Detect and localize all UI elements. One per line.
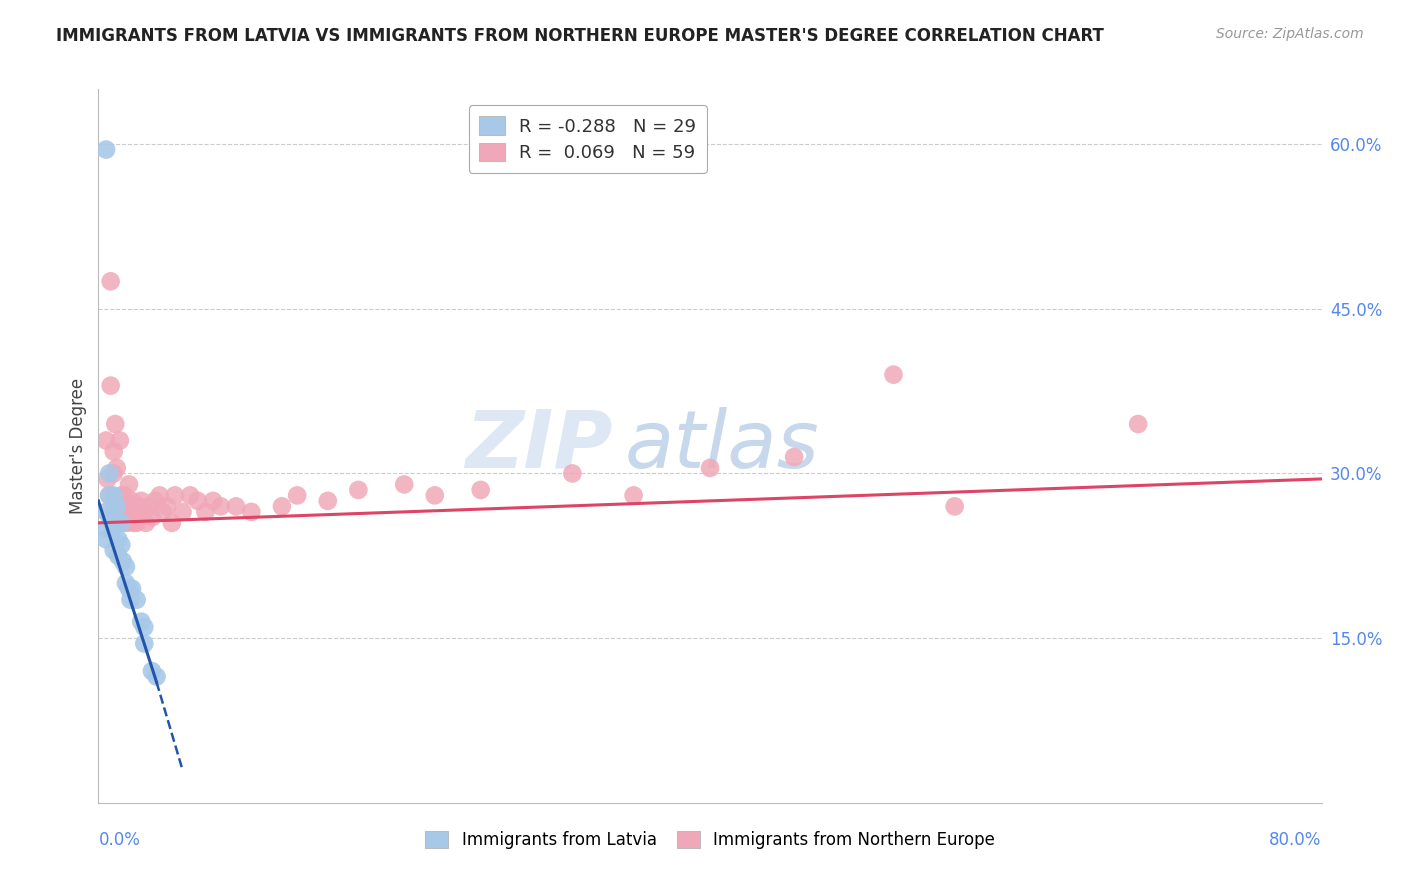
Point [121,582,143,596]
Point [118,477,141,491]
Point [125,516,148,530]
Point [107,500,129,514]
Point [145,669,167,683]
Text: 0.0%: 0.0% [98,831,141,849]
Point [98,488,121,502]
Point [127,500,149,514]
Point [103,467,125,481]
Point [112,488,135,502]
Point [94,143,117,157]
Point [172,505,194,519]
Point [118,505,141,519]
Point [179,488,201,502]
Point [104,417,127,431]
Point [110,488,132,502]
Point [98,467,121,481]
Point [120,592,142,607]
Point [347,483,370,497]
Text: ZIP: ZIP [465,407,612,485]
Point [699,461,721,475]
Text: Source: ZipAtlas.com: Source: ZipAtlas.com [1216,27,1364,41]
Legend: Immigrants from Latvia, Immigrants from Northern Europe: Immigrants from Latvia, Immigrants from … [415,821,1005,859]
Point [783,450,806,464]
Point [118,582,141,596]
Point [103,505,125,519]
Point [129,615,152,629]
Point [194,505,217,519]
Point [129,494,152,508]
Point [115,505,138,519]
Point [202,494,225,508]
Point [98,488,121,502]
Point [134,637,156,651]
Point [94,533,117,547]
Point [105,500,128,514]
Point [100,378,122,392]
Point [943,500,966,514]
Point [270,500,292,514]
Point [152,505,174,519]
Point [883,368,905,382]
Point [156,500,179,514]
Point [138,500,160,514]
Point [141,664,163,678]
Point [125,592,148,607]
Text: 80.0%: 80.0% [1270,831,1322,849]
Point [103,444,125,458]
Point [111,554,134,568]
Point [110,505,132,519]
Point [143,494,166,508]
Point [108,434,131,448]
Point [423,488,446,502]
Point [1128,417,1150,431]
Point [105,461,128,475]
Point [111,516,134,530]
Point [107,533,129,547]
Point [110,516,132,530]
Point [285,488,308,502]
Text: atlas: atlas [624,407,820,485]
Point [94,505,117,519]
Point [105,516,128,530]
Point [623,488,645,502]
Point [209,500,232,514]
Point [392,477,416,491]
Point [124,505,146,519]
Point [97,472,120,486]
Point [103,521,125,535]
Point [115,576,138,591]
Point [121,494,143,508]
Point [103,500,125,514]
Point [110,538,132,552]
Point [94,521,117,535]
Point [100,274,122,288]
Point [128,510,150,524]
Point [240,505,263,519]
Point [103,543,125,558]
Point [470,483,492,497]
Point [187,494,209,508]
Text: IMMIGRANTS FROM LATVIA VS IMMIGRANTS FROM NORTHERN EUROPE MASTER'S DEGREE CORREL: IMMIGRANTS FROM LATVIA VS IMMIGRANTS FRO… [56,27,1104,45]
Point [117,516,139,530]
Point [561,467,583,481]
Point [115,559,138,574]
Point [107,549,129,563]
Point [160,516,183,530]
Point [134,620,156,634]
Point [122,516,145,530]
Point [135,516,157,530]
Point [225,500,247,514]
Point [100,510,122,524]
Y-axis label: Master's Degree: Master's Degree [69,378,87,514]
Point [163,488,186,502]
Point [103,488,125,502]
Point [134,505,156,519]
Point [141,510,163,524]
Point [94,434,117,448]
Point [316,494,339,508]
Point [149,488,172,502]
